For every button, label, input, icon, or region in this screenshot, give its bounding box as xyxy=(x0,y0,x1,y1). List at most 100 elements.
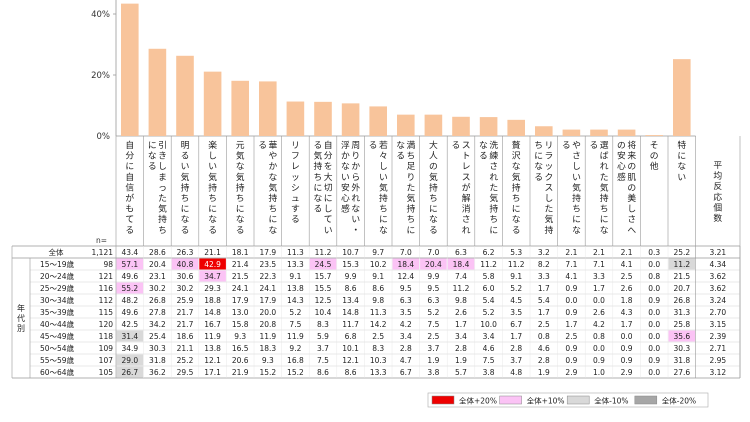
category-label-text: 引きしまった気持ち xyxy=(158,140,167,236)
cell-value: 31.8 xyxy=(673,356,690,365)
y-tick-label: 40% xyxy=(91,10,110,20)
cell-value: 10.1 xyxy=(342,344,359,353)
category-label-text: る xyxy=(589,140,598,151)
total-avg: 3.21 xyxy=(709,248,726,257)
cell-value: 2.8 xyxy=(538,356,550,365)
total-value: 5.3 xyxy=(510,248,522,257)
y-tick-label: 0% xyxy=(97,132,111,142)
cell-value: 40.8 xyxy=(177,260,194,269)
cell-value: 4.3 xyxy=(621,308,633,317)
category-label-text: る気持ちになる xyxy=(313,140,322,215)
bar xyxy=(203,71,222,136)
cell-value: 24.1 xyxy=(232,284,249,293)
highlight-cell xyxy=(116,258,144,270)
cell-value: 1.7 xyxy=(565,320,577,329)
category-label-text: 洗練された気持ちに xyxy=(489,139,498,236)
cell-value: 0.9 xyxy=(565,356,577,365)
cell-value: 0.0 xyxy=(621,332,633,341)
cell-value: 3.4 xyxy=(455,332,467,341)
cell-value: 55.2 xyxy=(121,284,138,293)
cell-value: 22.3 xyxy=(259,272,276,281)
cell-value: 3.3 xyxy=(538,272,550,281)
bar xyxy=(286,101,305,136)
cell-value: 0.9 xyxy=(565,284,577,293)
row-n: 121 xyxy=(99,272,114,281)
cell-value: 0.0 xyxy=(648,344,660,353)
total-value: 9.7 xyxy=(372,248,384,257)
cell-value: 2.6 xyxy=(455,308,467,317)
cell-value: 15.2 xyxy=(259,368,276,377)
legend-swatch xyxy=(634,395,658,405)
total-value: 28.6 xyxy=(149,248,166,257)
cell-value: 0.0 xyxy=(648,284,660,293)
cell-value: 11.9 xyxy=(204,332,221,341)
cell-value: 2.5 xyxy=(538,320,550,329)
cell-value: 57.1 xyxy=(121,260,138,269)
legend-label: 全体-20% xyxy=(662,396,696,406)
legend-swatch xyxy=(566,395,590,405)
cell-value: 4.8 xyxy=(510,368,522,377)
highlight-cell xyxy=(392,258,420,270)
cell-value: 6.0 xyxy=(483,284,495,293)
cell-value: 20.4 xyxy=(149,260,166,269)
cell-value: 26.8 xyxy=(149,296,166,305)
cell-value: 4.2 xyxy=(400,320,412,329)
bar xyxy=(148,48,167,136)
cell-value: 27.8 xyxy=(149,308,166,317)
cell-value: 4.6 xyxy=(483,344,495,353)
cell-value: 48.2 xyxy=(121,296,138,305)
cell-value: 7.5 xyxy=(317,356,329,365)
cell-value: 14.8 xyxy=(342,308,359,317)
cell-value: 30.3 xyxy=(149,344,166,353)
row-label: 60〜64歳 xyxy=(40,367,75,377)
category-label: 特にない xyxy=(677,139,686,183)
row-n: 115 xyxy=(99,308,114,317)
category-label-text: ストレスが解消され xyxy=(462,141,471,236)
cell-value: 3.4 xyxy=(483,332,495,341)
category-label-text: リラックスした気持 xyxy=(545,141,554,236)
row-avg: 4.34 xyxy=(709,260,726,269)
cell-value: 25.9 xyxy=(177,296,194,305)
cell-value: 17.1 xyxy=(204,368,221,377)
cell-value: 30.2 xyxy=(149,284,166,293)
row-n: 118 xyxy=(99,332,114,341)
cell-value: 7.5 xyxy=(289,320,301,329)
cell-value: 30.2 xyxy=(177,284,194,293)
category-label-text: 明るい気持ちになる xyxy=(181,140,190,236)
cell-value: 23.5 xyxy=(259,260,276,269)
category-label-text: ちになる xyxy=(534,140,543,183)
row-avg: 3.24 xyxy=(709,296,726,305)
cell-value: 11.2 xyxy=(453,284,470,293)
cell-value: 18.6 xyxy=(177,332,194,341)
group-label: 年代別 xyxy=(17,303,25,333)
cell-value: 5.2 xyxy=(483,308,495,317)
average-header: 平均反応個数 xyxy=(713,160,722,224)
bar xyxy=(590,129,608,136)
bar xyxy=(479,117,498,136)
cell-value: 25.2 xyxy=(177,356,194,365)
cell-value: 20.6 xyxy=(232,356,249,365)
highlight-cell xyxy=(668,330,696,342)
cell-value: 11.2 xyxy=(480,260,497,269)
cell-value: 8.6 xyxy=(345,368,357,377)
cell-value: 2.5 xyxy=(427,332,439,341)
cell-value: 3.8 xyxy=(483,368,495,377)
category-label-text: る xyxy=(562,140,571,151)
cell-value: 20.4 xyxy=(425,260,442,269)
highlight-cell xyxy=(116,282,144,294)
bar xyxy=(645,135,663,136)
cell-value: 10.0 xyxy=(480,320,497,329)
cell-value: 3.5 xyxy=(400,308,412,317)
cell-value: 29.5 xyxy=(177,368,194,377)
cell-value: 3.3 xyxy=(593,272,605,281)
cell-value: 21.1 xyxy=(177,344,194,353)
legend-label: 全体-10% xyxy=(594,396,628,406)
cell-value: 9.5 xyxy=(427,284,439,293)
cell-value: 17.9 xyxy=(259,296,276,305)
legend-swatch xyxy=(431,395,455,405)
